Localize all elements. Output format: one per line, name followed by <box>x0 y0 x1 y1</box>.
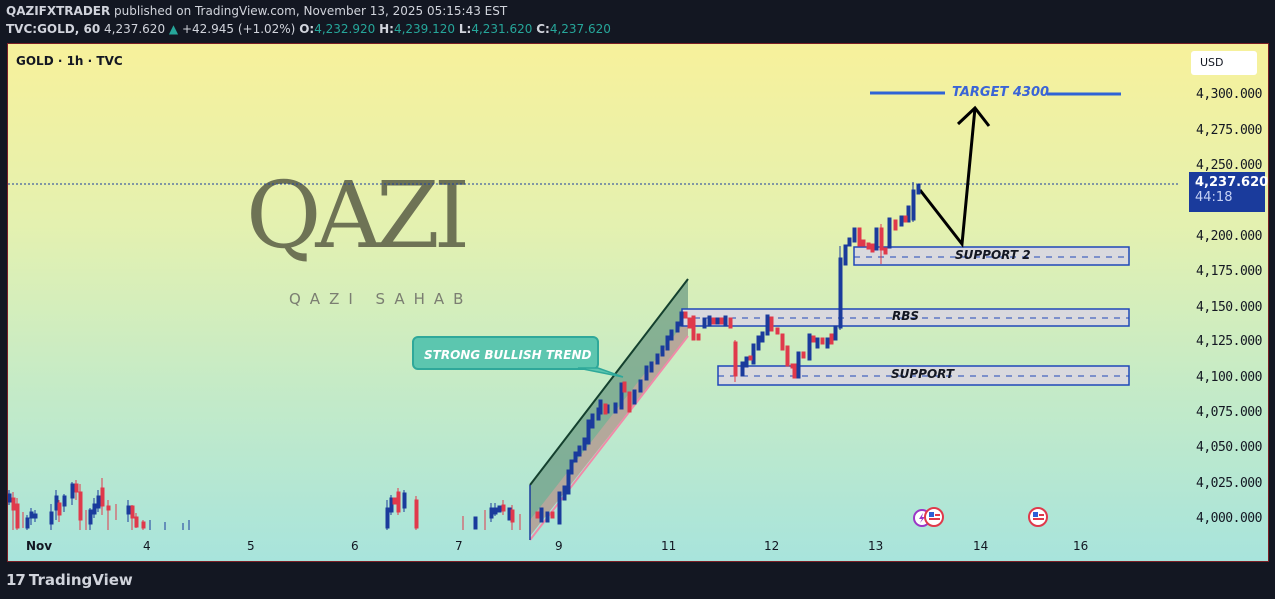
y-tick: 4,025.000 <box>1196 476 1262 491</box>
symbol-title: GOLD · 1h · TVC <box>16 54 123 68</box>
brand-name: TradingView <box>28 571 133 589</box>
currency-selector[interactable]: USD <box>1191 51 1257 75</box>
x-tick: 12 <box>764 539 780 553</box>
y-tick: 4,100.000 <box>1196 370 1262 385</box>
trend-line-upper <box>529 278 689 486</box>
low-label: L: <box>458 22 472 36</box>
support2-zone[interactable] <box>853 246 1130 266</box>
x-tick: 14 <box>973 539 989 553</box>
x-tick: 16 <box>1073 539 1089 553</box>
x-tick: 13 <box>868 539 884 553</box>
x-tick: 6 <box>351 539 359 553</box>
x-tick: 11 <box>661 539 677 553</box>
up-arrow-icon: ▲ <box>168 22 179 36</box>
open-value: 4,232.920 <box>314 22 376 36</box>
last-price: 4,237.620 <box>104 22 166 36</box>
bar-countdown: 44:18 <box>1195 190 1233 205</box>
publisher-name: QAZIFXTRADER <box>6 4 111 18</box>
target-label: TARGET 4300 <box>952 85 1050 100</box>
symbol-interval: TVC:GOLD, 60 <box>6 22 101 36</box>
y-tick: 4,050.000 <box>1196 440 1262 455</box>
quote-line: TVC:GOLD, 60 4,237.620 ▲ +42.945 (+1.02%… <box>6 22 611 36</box>
arrow-up-icon <box>956 105 991 127</box>
price-chart[interactable] <box>8 44 1269 562</box>
close-label: C: <box>536 22 550 36</box>
close-value: 4,237.620 <box>549 22 611 36</box>
watermark-logo: QAZI <box>246 162 470 269</box>
candles <box>8 182 921 530</box>
current-price-value: 4,237.620 <box>1195 175 1269 190</box>
y-tick: 4,200.000 <box>1196 229 1262 244</box>
y-tick: 4,175.000 <box>1196 264 1262 279</box>
x-tick: 9 <box>555 539 563 553</box>
trend-callout-text: STRONG BULLISH TREND <box>424 348 592 362</box>
publish-info: QAZIFXTRADER published on TradingView.co… <box>6 4 507 18</box>
price-change: +42.945 (+1.02%) <box>181 22 296 36</box>
y-tick: 4,150.000 <box>1196 300 1262 315</box>
y-tick: 4,000.000 <box>1196 511 1262 526</box>
event-markers[interactable] <box>913 507 1048 527</box>
x-tick: 7 <box>455 539 463 553</box>
open-label: O: <box>299 22 315 36</box>
trend-line-lower <box>529 335 689 541</box>
high-label: H: <box>379 22 394 36</box>
low-value: 4,231.620 <box>471 22 533 36</box>
watermark-subtitle: QAZI SAHAB <box>289 290 473 308</box>
x-tick: Nov <box>26 539 53 553</box>
trend-callout: STRONG BULLISH TREND <box>412 336 599 370</box>
projection-path <box>918 107 977 248</box>
y-tick: 4,300.000 <box>1196 87 1262 102</box>
x-tick: 4 <box>143 539 151 553</box>
published-text: published on TradingView.com, November 1… <box>114 4 508 18</box>
support2-label: SUPPORT 2 <box>955 248 1031 262</box>
y-tick: 4,075.000 <box>1196 405 1262 420</box>
support-label: SUPPORT <box>891 367 955 381</box>
chart-pane[interactable]: GOLD · 1h · TVC USD QAZI QAZI SAHAB <box>7 43 1269 562</box>
y-tick: 4,125.000 <box>1196 334 1262 349</box>
rbs-label: RBS <box>892 309 920 323</box>
y-tick: 4,275.000 <box>1196 123 1262 138</box>
high-value: 4,239.120 <box>393 22 456 36</box>
current-price-label: 4,237.620 44:18 <box>1189 172 1269 212</box>
x-tick: 5 <box>247 539 255 553</box>
tradingview-logo[interactable]: 17 TradingView <box>6 571 133 589</box>
y-tick: 4,250.000 <box>1196 158 1262 173</box>
tradingview-mark-icon: 17 <box>6 571 26 589</box>
